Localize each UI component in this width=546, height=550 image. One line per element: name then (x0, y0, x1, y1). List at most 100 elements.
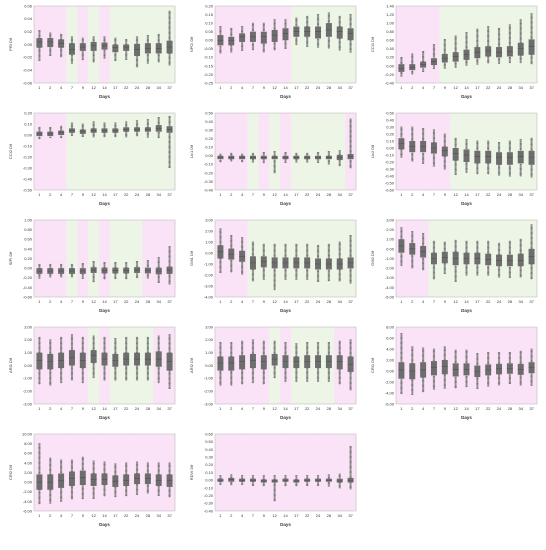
y-tick-label: -2.00 (204, 272, 214, 277)
chart-svg: 3.00 2.00 1.00 0.00 -1.00 -2.00 -3.00 ARI2 Dif 1… (189, 324, 357, 420)
y-axis-label: CRI1 Dif (370, 357, 375, 373)
y-axis-label: Lic2 Dif (370, 144, 375, 158)
x-tick-label: 28 (146, 85, 151, 90)
x-tick-label: 28 (146, 406, 151, 411)
x-tick-label: 7 (252, 85, 255, 90)
box-2 (47, 32, 54, 57)
y-tick-label: -4.00 (23, 499, 33, 504)
x-tick-label: 2 (49, 406, 52, 411)
y-tick-label: 1.00 (386, 237, 395, 242)
plot-frame (395, 326, 538, 405)
x-tick-label: 24 (497, 192, 502, 197)
chart-panel-14: 0.60 0.50 0.40 0.30 0.20 0.10 0.00 -0.10 -0.20 -0… (189, 431, 359, 531)
box-7 (249, 22, 256, 51)
box-24 (134, 336, 141, 381)
x-tick-label: 12 (453, 85, 458, 90)
box-17 (293, 343, 300, 383)
x-tick-label: 4 (241, 299, 244, 304)
y-axis-label: SIPI Dif (8, 251, 13, 265)
x-tick-label: 14 (283, 513, 288, 518)
x-tick-label: 17 (294, 513, 299, 518)
x-tick-label: 17 (113, 85, 118, 90)
box-9 (441, 241, 448, 274)
y-tick-label: 0.02 (24, 29, 33, 34)
chart-panel-12: 8.00 6.00 4.00 2.00 0.00 -2.00 -4.00 -6.00 CRI1 … (370, 324, 540, 424)
x-tick-label: 22 (305, 299, 310, 304)
x-tick-label: 17 (475, 85, 480, 90)
x-tick-label: 34 (157, 513, 162, 518)
x-tick-label: 12 (91, 513, 96, 518)
background-band (55, 113, 67, 190)
background-band (55, 220, 67, 297)
x-tick-label: 14 (102, 85, 107, 90)
y-tick-label: 0.20 (205, 136, 214, 141)
x-tick-label: 9 (82, 513, 85, 518)
background-band (225, 113, 237, 190)
y-axis-label: NPCI Dif (189, 36, 194, 52)
box-37 (528, 348, 535, 386)
y-tick-label: 0.40 (386, 46, 395, 51)
x-tick-label: 22 (124, 406, 129, 411)
x-tick-label: 4 (60, 85, 63, 90)
background-band (280, 113, 292, 190)
box-22 (123, 121, 130, 138)
y-tick-label: -6.00 (23, 508, 33, 513)
y-tick-label: 0.04 (24, 16, 33, 21)
plot-frame (395, 112, 538, 191)
y-tick-label: 6.00 (386, 335, 395, 340)
chart-panel-3: 1.40 1.20 1.00 0.80 0.60 0.40 0.20 0.00 -0.20 -0.… (370, 3, 540, 103)
y-tick-label: -0.30 (23, 165, 33, 170)
x-tick-label: 1 (38, 513, 41, 518)
y-tick-label: 3.00 (205, 217, 214, 222)
y-tick-label: -5.00 (385, 294, 395, 299)
x-tick-label: 24 (316, 85, 321, 90)
y-tick-label: 0.06 (24, 3, 33, 8)
y-tick-label: 2.00 (386, 227, 395, 232)
x-tick-label: 34 (157, 406, 162, 411)
box-37 (528, 13, 535, 65)
x-tick-label: 4 (241, 513, 244, 518)
background-band (109, 113, 122, 190)
y-tick-label: 8.00 (24, 441, 33, 446)
y-tick-label: -0.60 (23, 294, 33, 299)
x-tick-label: 37 (529, 299, 534, 304)
box-22 (304, 152, 311, 163)
box-4 (58, 336, 65, 384)
x-tick-label: 2 (411, 406, 414, 411)
box-2 (47, 126, 54, 139)
y-tick-label: 0.80 (24, 227, 33, 232)
x-tick-label: 4 (241, 85, 244, 90)
y-tick-label: 0.20 (386, 131, 395, 136)
x-tick-label: 2 (411, 299, 414, 304)
x-tick-label: 9 (444, 299, 447, 304)
y-tick-label: 0.05 (205, 29, 214, 34)
box-14 (463, 240, 470, 276)
y-tick-label: -1.00 (23, 376, 33, 381)
y-tick-label: 0.10 (386, 138, 395, 143)
y-tick-label: -0.10 (204, 162, 214, 167)
box-9 (79, 123, 86, 138)
x-tick-label: 12 (272, 513, 277, 518)
x-tick-label: 24 (135, 192, 140, 197)
x-tick-label: 14 (283, 192, 288, 197)
box-12 (90, 121, 97, 138)
y-tick-label: -1.00 (204, 261, 214, 266)
x-axis-label: Days (280, 415, 291, 420)
y-tick-label: 0.00 (205, 153, 214, 158)
y-tick-label: 0.15 (205, 12, 214, 17)
y-tick-label: -0.20 (204, 493, 214, 498)
x-tick-label: 14 (102, 406, 107, 411)
x-tick-label: 14 (102, 192, 107, 197)
plot-frame (214, 433, 357, 512)
box-37 (166, 334, 173, 389)
background-band (417, 6, 429, 83)
y-tick-label: 0.00 (24, 266, 33, 271)
x-tick-label: 9 (82, 406, 85, 411)
x-tick-label: 17 (113, 513, 118, 518)
y-tick-label: -0.02 (23, 55, 33, 60)
y-tick-label: 1.00 (24, 350, 33, 355)
y-tick-label: 0.00 (386, 368, 395, 373)
chart-panel-6: 0.50 0.40 0.30 0.20 0.10 0.00 -0.10 -0.20 -0.30 -… (370, 110, 540, 210)
y-tick-label: 0.10 (205, 21, 214, 26)
y-tick-label: 0.10 (205, 145, 214, 150)
